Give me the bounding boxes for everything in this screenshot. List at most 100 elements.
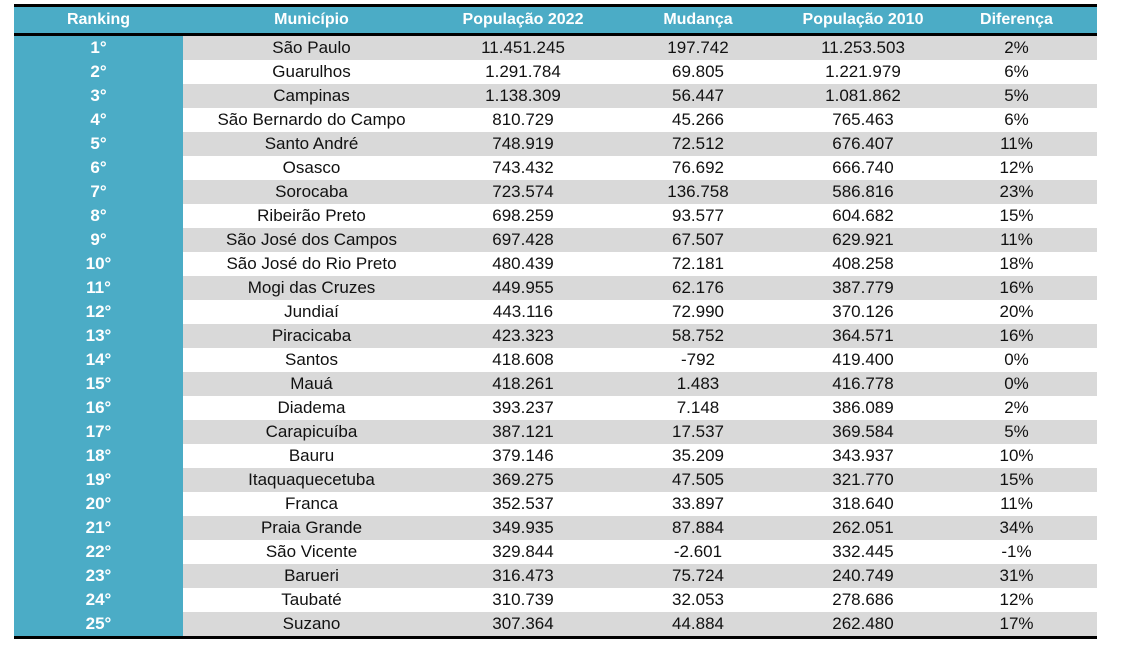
table-row: 12° Jundiaí 443.116 72.990 370.126 20% [14, 300, 1097, 324]
cell-populacao-2022: 316.473 [440, 564, 606, 588]
cell-populacao-2022: 748.919 [440, 132, 606, 156]
cell-municipio: Bauru [288, 446, 335, 465]
cell-diferenca: 16% [936, 324, 1097, 348]
cell-mudanca: 76.692 [672, 158, 724, 177]
cell-municipio: Jundiaí [284, 302, 339, 321]
cell-populacao-2022: 418.261 [440, 372, 606, 396]
cell-municipio: Carapicuíba [183, 420, 440, 444]
cell-ranking: 10° [14, 252, 183, 276]
cell-mudanca: 72.512 [606, 132, 790, 156]
table-row: 2° Guarulhos 1.291.784 69.805 1.221.979 6% [14, 60, 1097, 84]
cell-municipio: Barueri [183, 564, 440, 588]
cell-ranking: 8° [14, 204, 183, 228]
cell-diferenca: 0% [936, 372, 1097, 396]
table-row: 23° Barueri 316.473 75.724 240.749 31% [14, 564, 1097, 588]
cell-municipio: Santo André [183, 132, 440, 156]
cell-diferenca: 0% [1004, 350, 1029, 369]
cell-ranking: 2° [14, 60, 183, 84]
cell-populacao-2022: 352.537 [492, 494, 554, 513]
cell-populacao-2010: 604.682 [832, 206, 894, 225]
cell-ranking: 5° [14, 132, 183, 156]
cell-municipio: Santos [285, 350, 338, 369]
cell-mudanca: 17.537 [606, 420, 790, 444]
table-row: 17° Carapicuíba 387.121 17.537 369.584 5% [14, 420, 1097, 444]
cell-populacao-2010: 408.258 [832, 254, 894, 273]
cell-diferenca: 5% [936, 84, 1097, 108]
cell-ranking: 9° [14, 228, 183, 252]
header-ranking: Ranking [14, 5, 183, 36]
cell-ranking: 22° [14, 540, 183, 564]
cell-municipio: Mogi das Cruzes [183, 276, 440, 300]
cell-populacao-2010: 364.571 [790, 324, 936, 348]
header-row: Ranking Município População 2022 Mudança Pop… [14, 5, 1097, 36]
cell-ranking: 14° [14, 348, 183, 372]
table-row: 25° Suzano 307.364 44.884 262.480 17% [14, 612, 1097, 638]
table-row: 19° Itaquaquecetuba 369.275 47.505 321.770 15… [14, 468, 1097, 492]
cell-municipio: Campinas [183, 84, 440, 108]
table-row: 8° Ribeirão Preto 698.259 93.577 604.682 15% [14, 204, 1097, 228]
table-row: 20° Franca 352.537 33.897 318.640 11% [14, 492, 1097, 516]
cell-diferenca: 34% [936, 516, 1097, 540]
cell-populacao-2010: 676.407 [790, 132, 936, 156]
cell-diferenca: -1% [1001, 542, 1032, 561]
cell-municipio: Praia Grande [183, 516, 440, 540]
cell-mudanca: 87.884 [606, 516, 790, 540]
table-row: 1° São Paulo 11.451.245 197.742 11.253.503 2% [14, 34, 1097, 60]
cell-mudanca: -792 [680, 350, 716, 369]
table-row: 9° São José dos Campos 697.428 67.507 629.92… [14, 228, 1097, 252]
cell-populacao-2022: 449.955 [440, 276, 606, 300]
cell-diferenca: 20% [999, 302, 1034, 321]
cell-populacao-2022: 310.739 [492, 590, 554, 609]
cell-mudanca: 45.266 [672, 110, 724, 129]
cell-ranking: 11° [14, 276, 183, 300]
cell-municipio: Osasco [282, 158, 341, 177]
table-row: 6° Osasco 743.432 76.692 666.740 12% [14, 156, 1097, 180]
cell-ranking: 19° [14, 468, 183, 492]
cell-populacao-2010: 369.584 [790, 420, 936, 444]
cell-mudanca: 67.507 [606, 228, 790, 252]
cell-mudanca: 93.577 [672, 206, 724, 225]
population-ranking-table: Ranking Município População 2022 Mudança Pop… [14, 4, 1097, 639]
cell-municipio: Guarulhos [272, 62, 351, 81]
table-row: 15° Mauá 418.261 1.483 416.778 0% [14, 372, 1097, 396]
table-row: 10° São José do Rio Preto 480.439 72.181 408… [14, 252, 1097, 276]
cell-populacao-2010: 370.126 [832, 302, 894, 321]
cell-municipio: São Paulo [183, 34, 440, 60]
cell-municipio: Piracicaba [183, 324, 440, 348]
cell-municipio: Suzano [183, 612, 440, 638]
cell-populacao-2010: 318.640 [832, 494, 894, 513]
cell-mudanca: 72.990 [672, 302, 724, 321]
cell-populacao-2010: 387.779 [790, 276, 936, 300]
cell-mudanca: -2.601 [673, 542, 723, 561]
cell-populacao-2022: 1.138.309 [440, 84, 606, 108]
cell-populacao-2010: 262.480 [790, 612, 936, 638]
cell-ranking: 20° [14, 492, 183, 516]
cell-municipio: Taubaté [281, 590, 342, 609]
cell-mudanca: 197.742 [606, 34, 790, 60]
cell-mudanca: 75.724 [606, 564, 790, 588]
cell-populacao-2010: 321.770 [790, 468, 936, 492]
cell-diferenca: 11% [936, 132, 1097, 156]
cell-populacao-2022: 329.844 [492, 542, 554, 561]
cell-ranking: 25° [14, 612, 183, 638]
cell-municipio: São Bernardo do Campo [217, 110, 406, 129]
header-populacao-2022: População 2022 [440, 5, 606, 36]
cell-mudanca: 58.752 [606, 324, 790, 348]
cell-mudanca: 72.181 [672, 254, 724, 273]
cell-populacao-2010: 262.051 [790, 516, 936, 540]
cell-populacao-2022: 307.364 [440, 612, 606, 638]
cell-populacao-2022: 393.237 [492, 398, 554, 417]
table-row: 24° Taubaté 310.739 32.053 278.686 12% [14, 588, 1097, 612]
cell-populacao-2022: 387.121 [440, 420, 606, 444]
cell-populacao-2010: 278.686 [832, 590, 894, 609]
cell-municipio: São Vicente [265, 542, 358, 561]
cell-populacao-2022: 480.439 [492, 254, 554, 273]
cell-diferenca: 12% [999, 590, 1034, 609]
cell-ranking: 18° [14, 444, 183, 468]
header-populacao-2010: População 2010 [790, 5, 936, 36]
cell-populacao-2010: 386.089 [832, 398, 894, 417]
cell-populacao-2010: 343.937 [832, 446, 894, 465]
cell-diferenca: 12% [999, 158, 1034, 177]
cell-diferenca: 6% [1004, 62, 1029, 81]
cell-diferenca: 5% [936, 420, 1097, 444]
